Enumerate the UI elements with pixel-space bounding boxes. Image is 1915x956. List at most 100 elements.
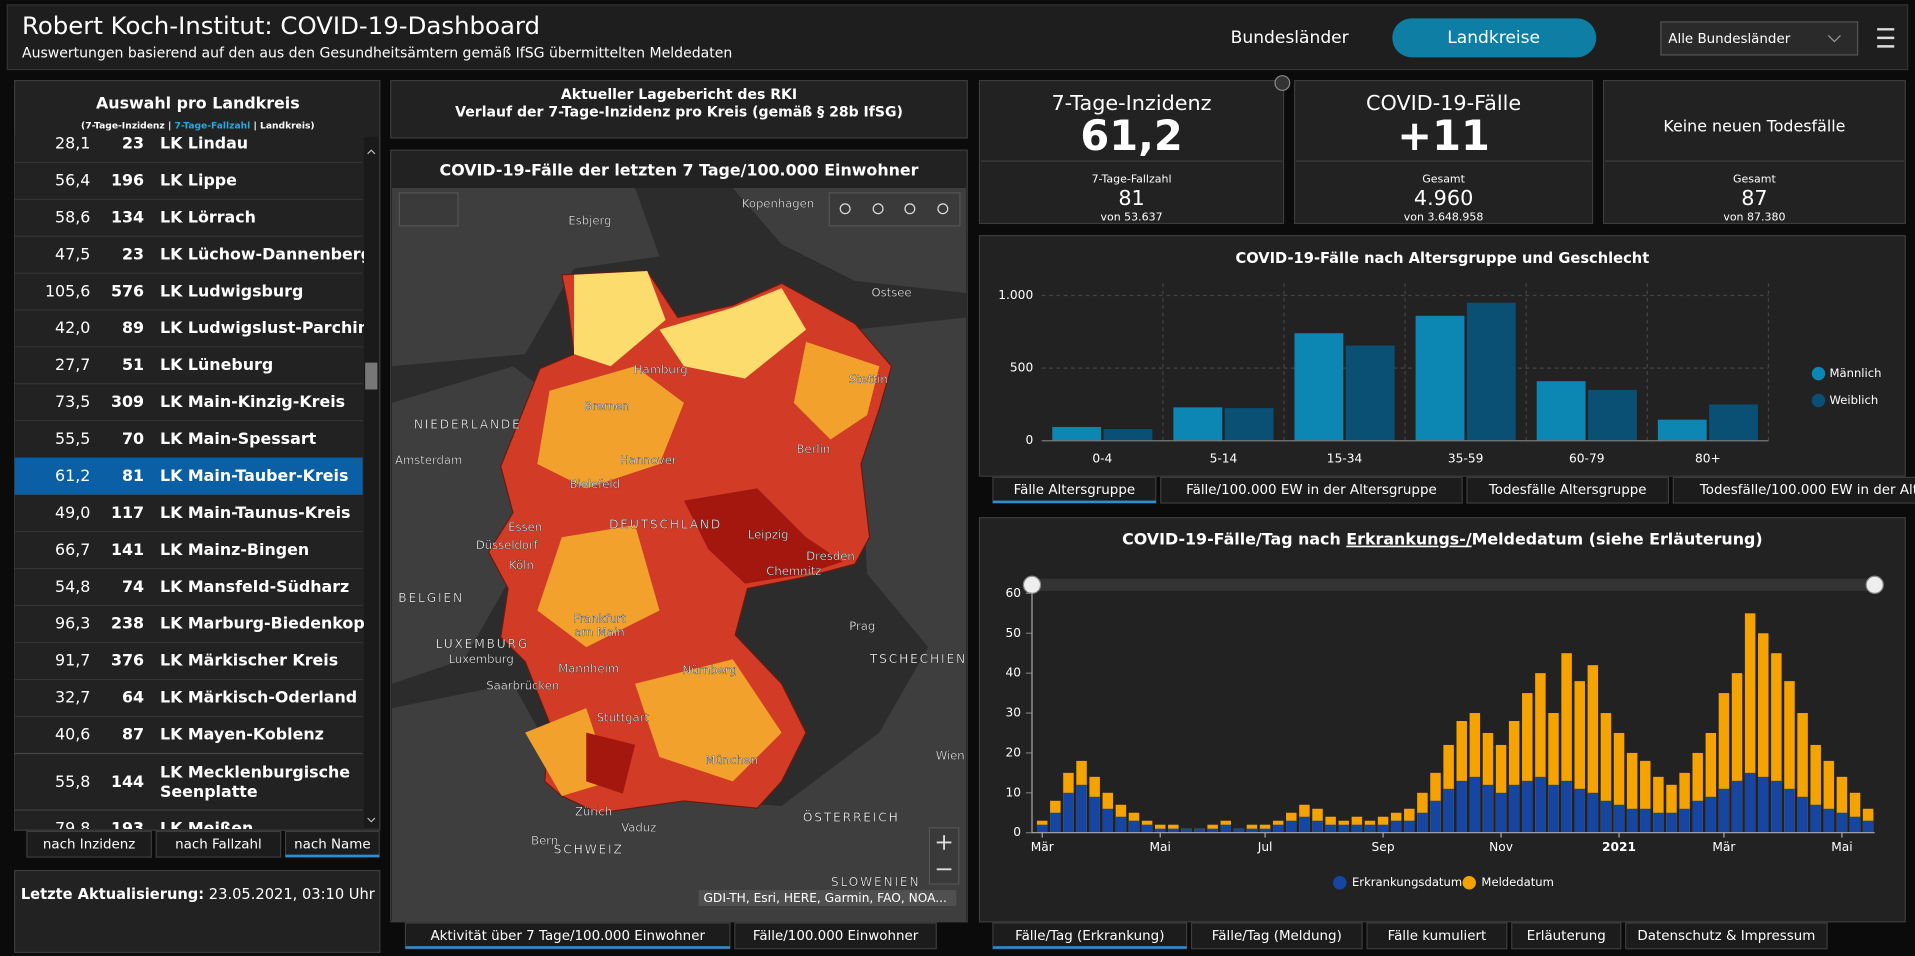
tab-label[interactable]: Fälle/Tag (Erkrankung) <box>1015 929 1164 944</box>
dropdown[interactable] <box>1660 21 1859 56</box>
map-tool-icon[interactable] <box>872 203 884 215</box>
tab[interactable] <box>1466 476 1670 504</box>
tab-label[interactable]: Todesfälle Altersgruppe <box>1488 483 1647 498</box>
tab-label[interactable]: nach Name <box>294 837 370 852</box>
tab[interactable] <box>1160 476 1463 504</box>
list-row[interactable] <box>14 347 363 385</box>
list-row[interactable] <box>14 568 363 606</box>
tab[interactable] <box>1511 922 1622 950</box>
list-row[interactable] <box>14 162 363 200</box>
tab[interactable] <box>26 830 152 858</box>
scrollbar-thumb[interactable] <box>365 362 378 390</box>
bar <box>1345 345 1395 441</box>
map-tool-icon[interactable] <box>839 203 851 215</box>
tab-label[interactable]: Fälle Altersgruppe <box>1014 483 1136 498</box>
case-count: 117 <box>111 503 144 522</box>
slider-handle[interactable] <box>1865 575 1884 594</box>
kpi-sub-total: von 87.380 <box>1723 210 1785 223</box>
list-row[interactable] <box>14 199 363 237</box>
bar <box>1849 816 1861 833</box>
tab-label[interactable]: Fälle kumuliert <box>1388 929 1487 944</box>
region-high <box>586 488 843 794</box>
map-tool-icon[interactable] <box>937 203 949 215</box>
map-tools-right[interactable] <box>828 192 961 227</box>
list-row[interactable] <box>14 126 363 163</box>
nav-item[interactable]: Bundesländer <box>1231 28 1350 48</box>
bar <box>1679 772 1690 833</box>
incidence: 32,7 <box>55 688 90 707</box>
tab-label[interactable]: Fälle/Tag (Meldung) <box>1212 929 1342 944</box>
bar <box>1194 828 1205 833</box>
nav-pill[interactable] <box>1392 18 1597 58</box>
tab-label[interactable]: Fälle/100.000 Einwohner <box>753 929 919 944</box>
tab-label[interactable]: Fälle/100.000 EW in der Altersgruppe <box>1186 483 1437 498</box>
bar <box>1089 796 1100 833</box>
case-count: 141 <box>111 540 144 559</box>
x-tick-label: 2021 <box>1602 840 1636 854</box>
tab[interactable] <box>1672 476 1915 504</box>
bar <box>1141 824 1153 833</box>
map-tools-left[interactable] <box>398 192 459 227</box>
bar <box>1600 713 1612 833</box>
expand-icon[interactable] <box>1274 75 1291 91</box>
nav-item[interactable]: Landkreise <box>1447 28 1540 48</box>
tab-label[interactable]: Datenschutz & Impressum <box>1637 929 1815 944</box>
case-count: 309 <box>111 392 144 411</box>
chart-title: COVID-19-Fälle nach Altersgruppe und Ges… <box>1235 250 1649 267</box>
map-tool-icon[interactable] <box>904 203 916 215</box>
list-row[interactable] <box>14 458 363 495</box>
list-row[interactable] <box>14 421 363 459</box>
list-row[interactable] <box>14 384 363 422</box>
attribution-bg <box>698 890 957 906</box>
tab[interactable] <box>284 830 380 858</box>
tab[interactable] <box>992 922 1188 950</box>
map-label: Chemnitz <box>766 564 821 578</box>
dropdown-label[interactable]: Alle Bundesländer <box>1668 32 1790 47</box>
list-row[interactable] <box>14 755 363 811</box>
bar <box>1810 804 1821 833</box>
bar <box>1849 792 1861 833</box>
legend-part: | <box>250 121 260 131</box>
map-label: BELGIEN <box>398 591 464 605</box>
bar <box>1220 824 1232 833</box>
y-tick-label: 0 <box>1025 433 1033 447</box>
region-mid <box>525 341 880 797</box>
district-name: LK Main-Taunus-Kreis <box>160 503 351 522</box>
bar <box>1154 828 1166 833</box>
tab[interactable] <box>1625 922 1828 950</box>
map-label: LUXEMBURG <box>436 637 529 651</box>
tab[interactable] <box>1366 922 1508 950</box>
list-row[interactable] <box>14 494 363 532</box>
list-row[interactable] <box>14 310 363 348</box>
list-row[interactable] <box>14 236 363 274</box>
tab[interactable] <box>734 922 937 950</box>
tab-label[interactable]: nach Inzidenz <box>43 837 135 852</box>
tab-label[interactable]: Todesfälle/100.000 EW in der Altersgrupp… <box>1699 483 1915 498</box>
bar <box>1640 760 1651 833</box>
tab-label[interactable]: Aktivität über 7 Tage/100.000 Einwohner <box>430 929 705 944</box>
list-row[interactable] <box>14 273 363 311</box>
list-row[interactable] <box>14 679 363 717</box>
scroll-down[interactable] <box>367 817 376 823</box>
x-tick-label: 35-59 <box>1448 452 1483 466</box>
tab[interactable] <box>155 830 282 858</box>
tab-active-indicator <box>405 946 730 949</box>
list-row[interactable] <box>14 810 363 848</box>
map-label: Mannheim <box>558 662 619 676</box>
slider-handle[interactable] <box>1022 575 1042 594</box>
list-row[interactable] <box>14 531 363 569</box>
scroll-up[interactable] <box>367 149 376 155</box>
list-row[interactable] <box>14 642 363 680</box>
list-row[interactable] <box>14 605 363 643</box>
tab-label[interactable]: Erläuterung <box>1527 929 1606 944</box>
tab-label[interactable]: nach Fallzahl <box>175 837 262 852</box>
map-label: Ostsee <box>872 286 912 300</box>
list-row[interactable] <box>14 716 363 754</box>
incidence: 105,6 <box>45 281 90 300</box>
bar <box>1561 780 1572 833</box>
range-slider[interactable] <box>1031 578 1875 591</box>
update-panel <box>14 869 381 953</box>
bar <box>1836 812 1848 833</box>
tab[interactable] <box>1190 922 1363 950</box>
title-part: COVID-19-Fälle/Tag nach <box>1122 529 1346 548</box>
